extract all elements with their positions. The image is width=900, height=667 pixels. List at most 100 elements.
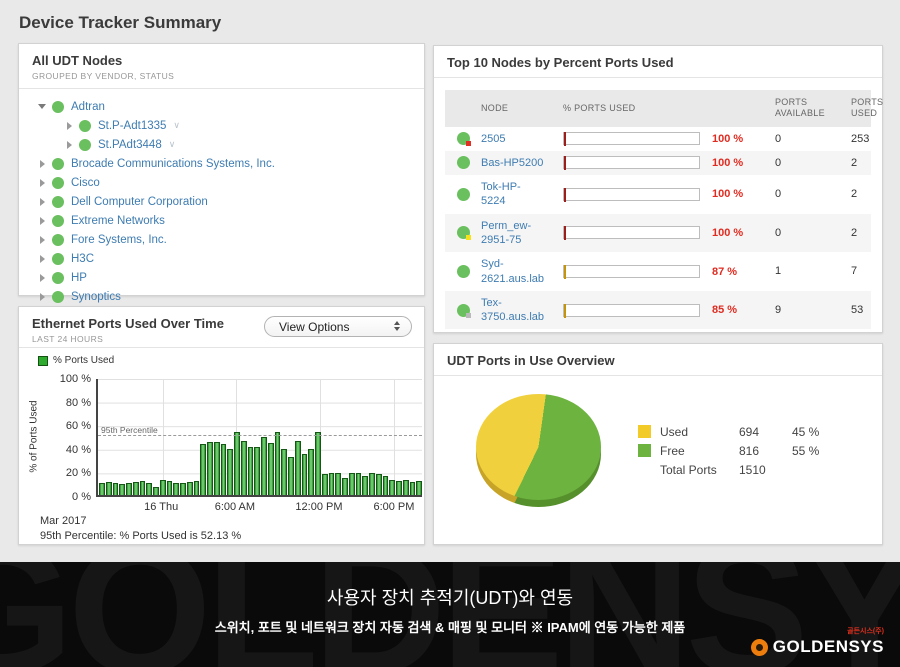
node-link[interactable]: Tok-HP- 5224 [481, 181, 521, 208]
view-options-select[interactable]: View Options [264, 316, 412, 337]
bar [139, 480, 146, 495]
node-link[interactable]: Perm_ew- 2951-75 [481, 219, 532, 246]
bar [301, 453, 308, 495]
percent-bar-fill [564, 265, 566, 280]
bar [200, 444, 206, 495]
tree-item[interactable]: Brocade Communications Systems, Inc. ∨ [19, 154, 424, 173]
tree-item-label[interactable]: Extreme Networks [71, 214, 165, 227]
all-udt-nodes-subtitle: GROUPED BY VENDOR, STATUS [32, 71, 175, 81]
bar [416, 480, 422, 495]
bar [186, 482, 193, 495]
ports-available-column-header[interactable]: PORTS AVAILABLE [775, 97, 825, 119]
ports-used-column-header[interactable]: PORTS USED [851, 97, 884, 119]
tree-item[interactable]: HP ∨ [19, 268, 424, 287]
used-label: Used [660, 424, 689, 439]
node-link[interactable]: Syd- 2621.aus.lab [481, 258, 544, 285]
chart-legend: % Ports Used [38, 355, 114, 366]
expand-arrow-icon[interactable] [62, 121, 76, 130]
expand-arrow-icon[interactable] [35, 159, 49, 168]
all-udt-nodes-title: All UDT Nodes [32, 53, 123, 68]
percent-label: 87 % [712, 265, 738, 278]
table-row: Perm_ew- 2951-75 100 % 0 2 [445, 213, 871, 253]
chevron-down-icon[interactable]: ∨ [168, 139, 176, 149]
expand-arrow-icon[interactable] [35, 254, 49, 263]
ports-overview-header: UDT Ports in Use Overview [434, 344, 882, 376]
tree-item-label[interactable]: Adtran [71, 100, 105, 113]
table-row: 2505 100 % 0 253 [445, 127, 871, 151]
node-column-header[interactable]: NODE [481, 102, 509, 113]
tree-item-label[interactable]: HP [71, 271, 87, 284]
node-cell: 2505 [481, 132, 563, 146]
expand-arrow-icon[interactable] [35, 104, 49, 109]
tree-item-label[interactable]: St.P-Adt1335 [98, 119, 167, 132]
node-cell: Tex- 3750.aus.lab [481, 296, 563, 325]
tree-item[interactable]: Cisco ∨ [19, 173, 424, 192]
percent-bar [563, 132, 700, 147]
free-value: 816 [739, 443, 760, 458]
bar [234, 432, 240, 495]
tree-item-label[interactable]: Dell Computer Corporation [71, 195, 208, 208]
ethernet-ports-panel: Ethernet Ports Used Over Time LAST 24 HO… [18, 306, 425, 545]
tree-item-label[interactable]: Cisco [71, 176, 100, 189]
status-up-icon [456, 226, 471, 241]
expand-arrow-icon[interactable] [62, 140, 76, 149]
expand-arrow-icon[interactable] [35, 273, 49, 282]
ports-used-cell: 2 [851, 188, 858, 201]
node-link[interactable]: 2505 [481, 132, 506, 145]
bar-chart-plot: 95th Percentile [96, 379, 422, 497]
tree-item-label[interactable]: Synoptics [71, 290, 121, 303]
percentile-line [98, 435, 422, 437]
bar [348, 472, 355, 495]
expand-arrow-icon[interactable] [35, 178, 49, 187]
bar [146, 483, 152, 495]
bars-series [99, 379, 422, 495]
select-arrows-icon [394, 321, 400, 331]
y-tick-label: 80 % [65, 396, 91, 409]
expand-arrow-icon[interactable] [35, 292, 49, 301]
bar [308, 448, 314, 495]
tree-item-label[interactable]: St.PAdt3448 [98, 138, 162, 151]
ports-available-cell: 9 [775, 304, 782, 317]
free-percent: 55 % [792, 443, 820, 458]
goldensys-logo: 골든시스(주) GOLDENSYS [750, 626, 884, 657]
x-tick-label: 16 Thu [144, 501, 179, 513]
tree-item[interactable]: St.PAdt3448 ∨ [19, 135, 424, 154]
total-value: 1510 [739, 462, 766, 477]
node-link[interactable]: Tex- 3750.aus.lab [481, 296, 544, 324]
percent-ports-column-header[interactable]: % PORTS USED [563, 102, 636, 113]
ports-used-cell: 2 [851, 156, 858, 169]
expand-arrow-icon[interactable] [35, 235, 49, 244]
expand-arrow-icon[interactable] [35, 216, 49, 225]
percent-bar-cell: 87 % [563, 265, 773, 280]
free-swatch-icon [638, 444, 651, 457]
tree-item[interactable]: Fore Systems, Inc. ∨ [19, 230, 424, 249]
status-up-icon [52, 176, 64, 189]
bar [173, 483, 179, 495]
tree-item-label[interactable]: Fore Systems, Inc. [71, 233, 167, 246]
status-up-icon [52, 100, 64, 113]
tree-item-label[interactable]: Brocade Communications Systems, Inc. [71, 157, 275, 170]
tree-item[interactable]: Synoptics ∨ [19, 287, 424, 306]
ports-overview-title: UDT Ports in Use Overview [447, 353, 615, 368]
ports-pie-chart [476, 394, 601, 507]
tree-item[interactable]: St.P-Adt1335 ∨ [19, 116, 424, 135]
bar [227, 448, 233, 495]
tree-item[interactable]: Dell Computer Corporation ∨ [19, 192, 424, 211]
node-link[interactable]: Bas-HP5200 [481, 156, 544, 169]
bar [335, 472, 341, 495]
ports-available-cell: 1 [775, 265, 782, 278]
tree-item[interactable]: Adtran ∨ [19, 97, 424, 116]
bar [288, 457, 294, 495]
vendor-tree: Adtran ∨ St.P-Adt1335 ∨ St.PAdt3448 ∨ Br… [19, 89, 424, 306]
tree-item-label[interactable]: H3C [71, 252, 95, 265]
status-up-icon [52, 214, 64, 227]
bar [315, 432, 321, 495]
table-row: Syd- 2621.aus.lab 87 % 1 7 [445, 252, 871, 291]
expand-arrow-icon[interactable] [35, 197, 49, 206]
total-label: Total Ports [660, 462, 717, 477]
tree-item[interactable]: H3C ∨ [19, 249, 424, 268]
legend-swatch-icon [38, 355, 48, 366]
chevron-down-icon[interactable]: ∨ [173, 120, 180, 130]
percent-label: 100 % [712, 188, 744, 201]
tree-item[interactable]: Extreme Networks ∨ [19, 211, 424, 230]
